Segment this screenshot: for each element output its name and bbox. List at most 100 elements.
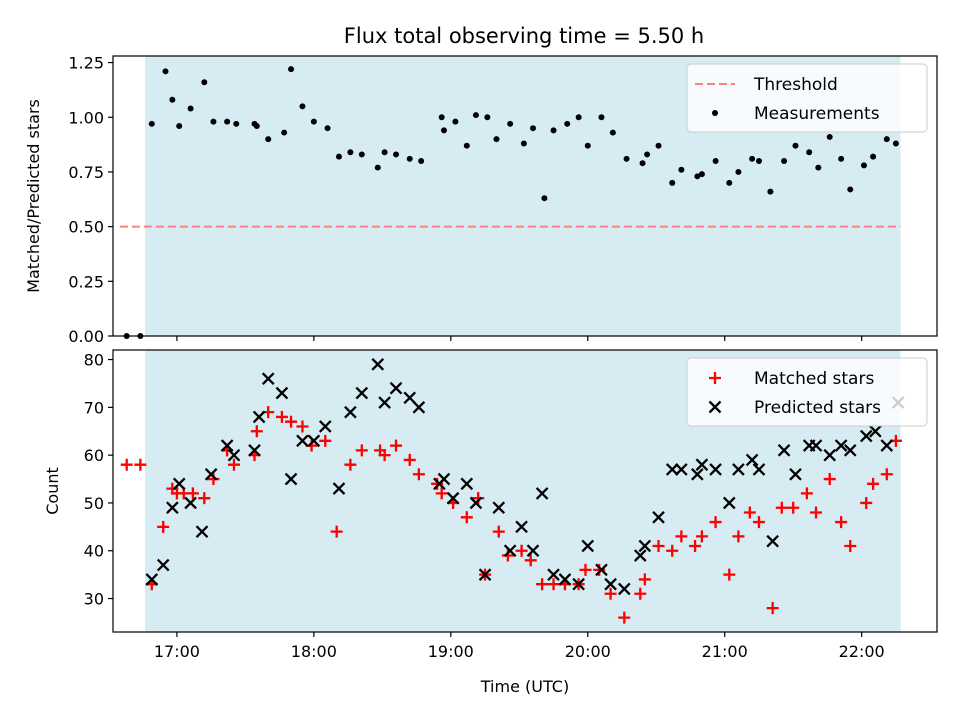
x-tick-label: 19:00 [428, 642, 474, 661]
predicted-stars-point [722, 496, 736, 510]
measurements-point [324, 125, 331, 132]
predicted-stars-point [709, 463, 722, 476]
measurements-point [644, 151, 651, 158]
matched-stars-point [344, 458, 357, 471]
predicted-stars-series [145, 358, 905, 596]
matched-stars-point [390, 439, 403, 452]
matched-stars-point [250, 425, 263, 438]
matched-stars-point [593, 563, 606, 576]
bottom-axes: 30 40 50 60 70 80 17:00 18:00 19:00 20:00 21:00 22:… [84, 351, 885, 661]
predicted-stars-point [777, 444, 791, 457]
predicted-stars-point [437, 472, 451, 486]
matched-stars-point [431, 477, 444, 490]
matched-stars-point [638, 573, 651, 586]
measurements-point [374, 164, 381, 171]
chart-title: Flux total observing time = 5.50 h [344, 24, 704, 48]
predicted-stars-point [172, 477, 186, 491]
legend-predicted-stars-swatch [708, 400, 722, 414]
bottom-y-axis-label: Count [43, 467, 62, 515]
matched-stars-point [275, 410, 288, 423]
measurements-point [870, 153, 877, 160]
measurements-point [529, 125, 536, 132]
y-tick-label: 0.75 [68, 163, 104, 182]
matched-stars-point [787, 501, 800, 514]
x-tick-label: 21:00 [702, 642, 748, 661]
predicted-stars-point [834, 439, 848, 452]
top-y-axis-label: Matched/Predicted stars [24, 99, 43, 293]
matched-stars-point [880, 468, 893, 481]
measurements-point [749, 155, 756, 162]
bottom-series [120, 358, 905, 624]
predicted-stars-point [843, 444, 857, 457]
predicted-stars-point [652, 510, 665, 524]
predicted-stars-point [403, 391, 417, 405]
matched-stars-point [689, 539, 702, 552]
predicted-stars-point [691, 467, 704, 481]
matched-stars-point [492, 525, 505, 538]
measurements-point [440, 127, 447, 134]
matched-stars-point [823, 473, 836, 486]
measurements-point [288, 66, 295, 73]
bottom-x-axis-label: Time (UTC) [480, 677, 569, 696]
predicted-stars-point [204, 467, 218, 481]
matched-stars-point [319, 434, 332, 447]
predicted-stars-point [296, 434, 309, 448]
matched-stars-point [198, 492, 211, 505]
top-legend: Threshold Measurements [686, 63, 928, 133]
predicted-stars-point [547, 568, 560, 581]
predicted-stars-point [695, 458, 709, 472]
measurements-point [694, 173, 701, 180]
measurements-point [281, 129, 288, 136]
y-tick-label: 0.00 [68, 327, 104, 346]
measurements-point [755, 158, 762, 164]
measurements-point [726, 179, 733, 186]
measurements-point [564, 120, 571, 127]
matched-stars-point [752, 516, 765, 529]
measurements-point [698, 171, 705, 178]
predicted-stars-point [344, 405, 357, 419]
measurements-point [609, 129, 616, 136]
matched-stars-point [227, 458, 240, 471]
measurements-point [767, 188, 774, 195]
predicted-stars-point [809, 439, 823, 452]
bottom-axes-frame [112, 349, 938, 633]
predicted-stars-point [252, 410, 266, 424]
legend-matched-stars-swatch [709, 372, 721, 384]
measurements-series [123, 66, 899, 339]
matched-stars-point [775, 501, 788, 514]
predicted-stars-point [581, 539, 595, 553]
measurements-point [792, 142, 799, 149]
predicted-stars-point [156, 558, 170, 572]
x-tick-label: 20:00 [565, 642, 611, 661]
matched-stars-point [844, 539, 857, 552]
predicted-stars-point [869, 424, 882, 438]
predicted-stars-point [604, 577, 617, 591]
measurements-point [883, 136, 890, 143]
measurements-point [265, 136, 272, 143]
measurements-point [892, 140, 899, 147]
y-tick-label: 30 [84, 590, 104, 609]
predicted-stars-point [766, 534, 779, 548]
predicted-stars-point [595, 563, 608, 577]
measurements-point [639, 160, 646, 167]
predicted-stars-point [789, 467, 802, 481]
matched-stars-point [800, 487, 813, 500]
matched-stars-point [860, 496, 873, 509]
predicted-stars-point [469, 496, 483, 510]
matched-stars-point [186, 487, 199, 500]
measurements-point [541, 195, 548, 202]
matched-stars-point [378, 449, 391, 462]
predicted-stars-point [638, 539, 652, 553]
predicted-stars-point [145, 573, 159, 586]
y-tick-label: 80 [84, 351, 104, 370]
predicted-stars-point [220, 439, 234, 452]
measurements-point [598, 114, 605, 121]
predicted-stars-point [752, 463, 766, 476]
matched-stars-point [695, 530, 708, 543]
predicted-stars-point [617, 582, 631, 596]
predicted-stars-point [275, 386, 289, 400]
matched-stars-point [547, 578, 560, 591]
measurements-point [493, 136, 500, 143]
predicted-stars-point [478, 568, 492, 581]
